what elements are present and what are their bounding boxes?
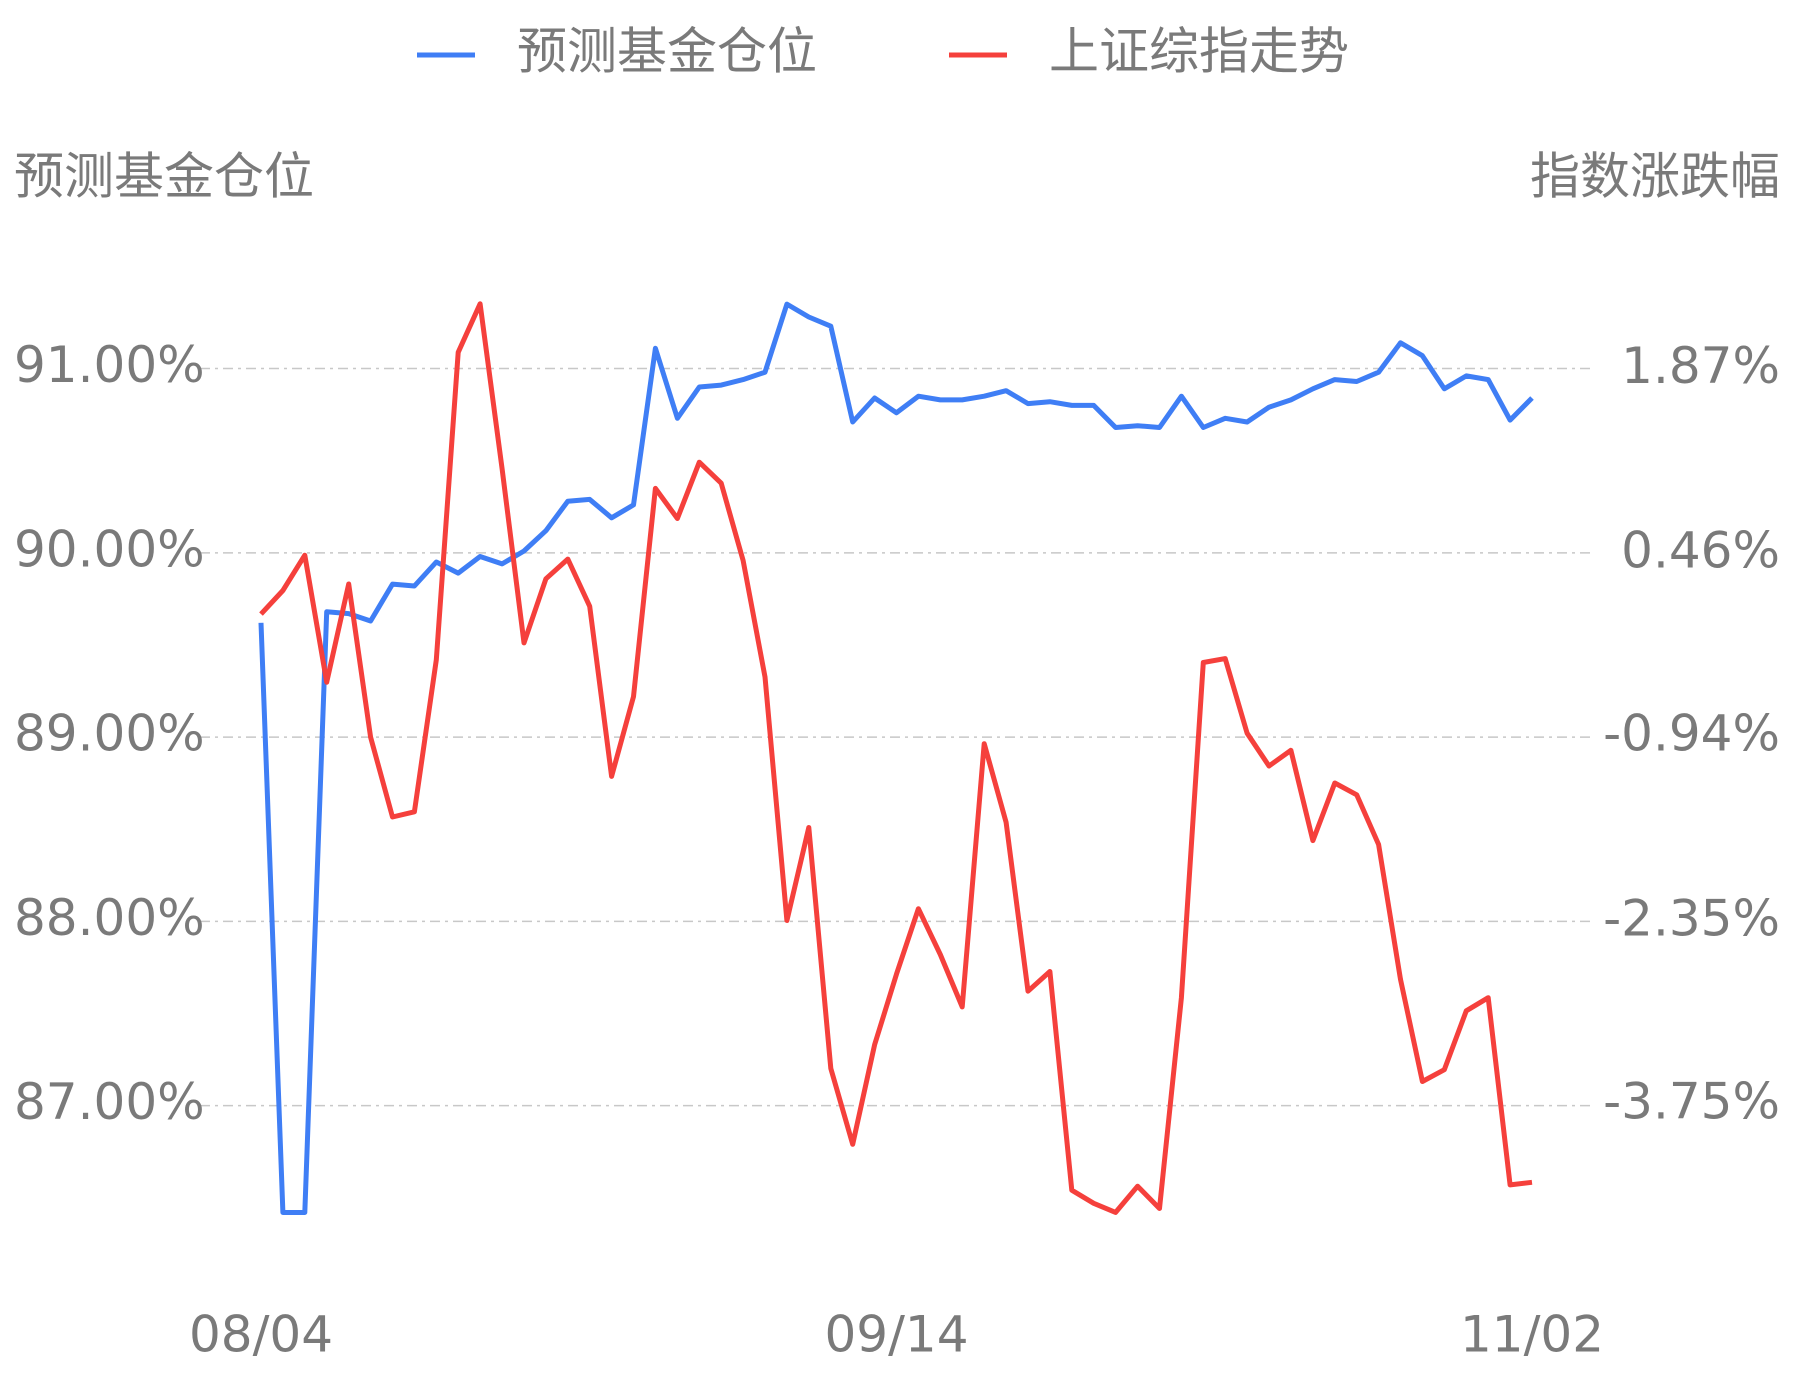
y2-tick-label: -0.94% (1603, 705, 1780, 763)
y-tick-label: 88.00% (14, 889, 205, 947)
y2-tick-label: -3.75% (1603, 1073, 1780, 1131)
x-tick-label: 09/14 (824, 1306, 968, 1364)
legend-label: 预测基金仓位 (517, 23, 817, 81)
y-tick-label: 89.00% (14, 705, 205, 763)
x-tick-label: 08/04 (189, 1306, 333, 1364)
y2-tick-label: 0.46% (1621, 521, 1780, 579)
series-line (258, 301, 1534, 1215)
y-tick-label: 91.00% (14, 336, 205, 394)
y-tick-label: 90.00% (14, 520, 205, 578)
y2-axis-title: 指数涨跌幅 (1530, 148, 1780, 206)
y-axis-title: 预测基金仓位 (14, 148, 314, 206)
y-tick-label: 87.00% (14, 1073, 205, 1131)
y2-tick-label: 1.87% (1621, 337, 1780, 395)
series-line (259, 301, 1533, 1215)
legend-label: 上证综指走势 (1049, 23, 1349, 81)
x-tick-label: 11/02 (1460, 1306, 1604, 1364)
y2-tick-label: -2.35% (1603, 889, 1780, 947)
